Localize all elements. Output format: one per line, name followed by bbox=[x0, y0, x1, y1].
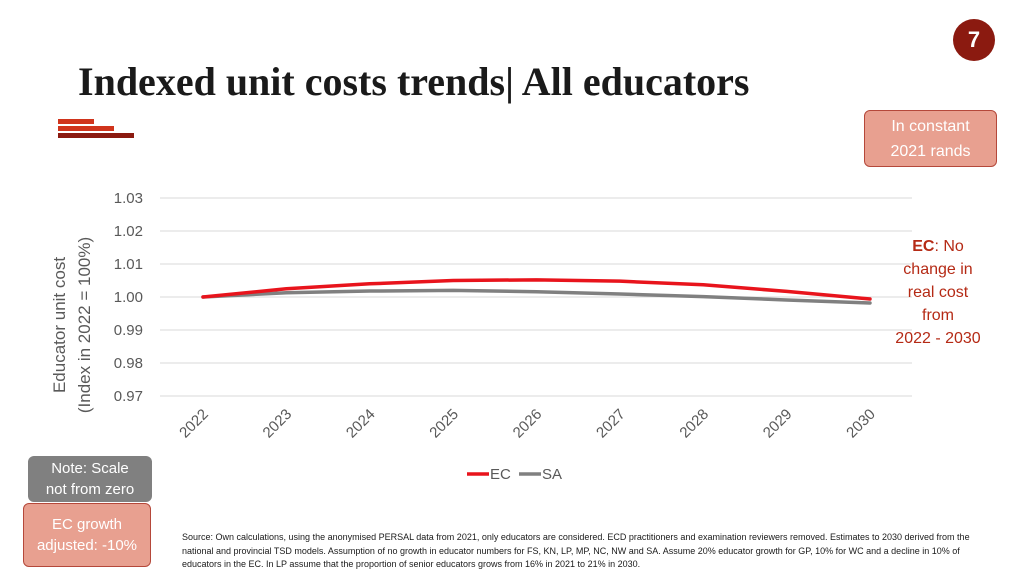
y-tick-label: 0.99 bbox=[114, 322, 143, 339]
legend-label-ec: EC bbox=[490, 466, 511, 483]
x-tick-label: 2026 bbox=[510, 406, 546, 442]
ec-callout-line3: real cost bbox=[907, 284, 969, 301]
gridlines bbox=[160, 197, 912, 397]
y-tick-label: 1.00 bbox=[114, 289, 143, 306]
y-tick-labels: 0.97 0.98 0.99 1.00 1.01 1.02 1.03 bbox=[114, 190, 143, 405]
ec-callout-line1: : No bbox=[934, 238, 964, 255]
series-lines bbox=[201, 278, 872, 305]
constant-note-line1: In constant bbox=[891, 117, 970, 135]
scale-note: Note: Scale not from zero bbox=[28, 456, 152, 502]
source-note: Source: Own calculations, using the anon… bbox=[182, 532, 970, 569]
constant-note-line2: 2021 rands bbox=[890, 142, 971, 160]
scale-note-line1: Note: Scale bbox=[51, 460, 129, 477]
series-line-ec bbox=[201, 278, 872, 301]
legend-label-sa: SA bbox=[542, 466, 562, 483]
y-tick-label: 1.01 bbox=[114, 256, 143, 273]
page-number-badge: 7 bbox=[953, 19, 995, 61]
y-tick-label: 1.02 bbox=[114, 223, 143, 240]
x-tick-label: 2025 bbox=[426, 406, 462, 442]
legend: EC SA bbox=[467, 466, 562, 483]
ec-callout-line4: from bbox=[922, 307, 954, 324]
y-tick-label: 1.03 bbox=[114, 190, 143, 207]
x-tick-label: 2023 bbox=[260, 406, 296, 442]
x-tick-label: 2024 bbox=[343, 406, 379, 442]
x-tick-label: 2028 bbox=[676, 406, 712, 442]
x-tick-label: 2029 bbox=[760, 406, 796, 442]
x-tick-label: 2027 bbox=[593, 406, 629, 442]
y-tick-label: 0.97 bbox=[114, 388, 143, 405]
growth-note-line2: adjusted: -10% bbox=[36, 537, 138, 554]
page-title: Indexed unit costs trends| All educators bbox=[78, 59, 750, 104]
y-axis-title-line1: Educator unit cost bbox=[50, 257, 69, 393]
series-line-sa bbox=[201, 288, 872, 305]
brand-logo-bars bbox=[58, 119, 134, 140]
y-tick-label: 0.98 bbox=[114, 355, 143, 372]
constant-rands-note: In constant 2021 rands bbox=[864, 110, 997, 167]
growth-note-line1: EC growth bbox=[51, 516, 122, 533]
ec-growth-note: EC growth adjusted: -10% bbox=[23, 503, 151, 567]
ec-callout-bold: EC bbox=[912, 238, 935, 255]
ec-callout: EC: No change in real cost from 2022 - 2… bbox=[886, 235, 990, 350]
ec-callout-line2: change in bbox=[903, 261, 973, 278]
x-tick-labels: 2022 2023 2024 2025 2026 2027 2028 2029 2030 bbox=[176, 406, 879, 442]
scale-note-line2: not from zero bbox=[45, 481, 135, 498]
x-tick-label: 2030 bbox=[843, 406, 879, 442]
x-tick-label: 2022 bbox=[176, 406, 212, 442]
y-axis-title-line2: (Index in 2022 = 100%) bbox=[75, 237, 94, 413]
ec-callout-line5: 2022 - 2030 bbox=[895, 330, 981, 347]
